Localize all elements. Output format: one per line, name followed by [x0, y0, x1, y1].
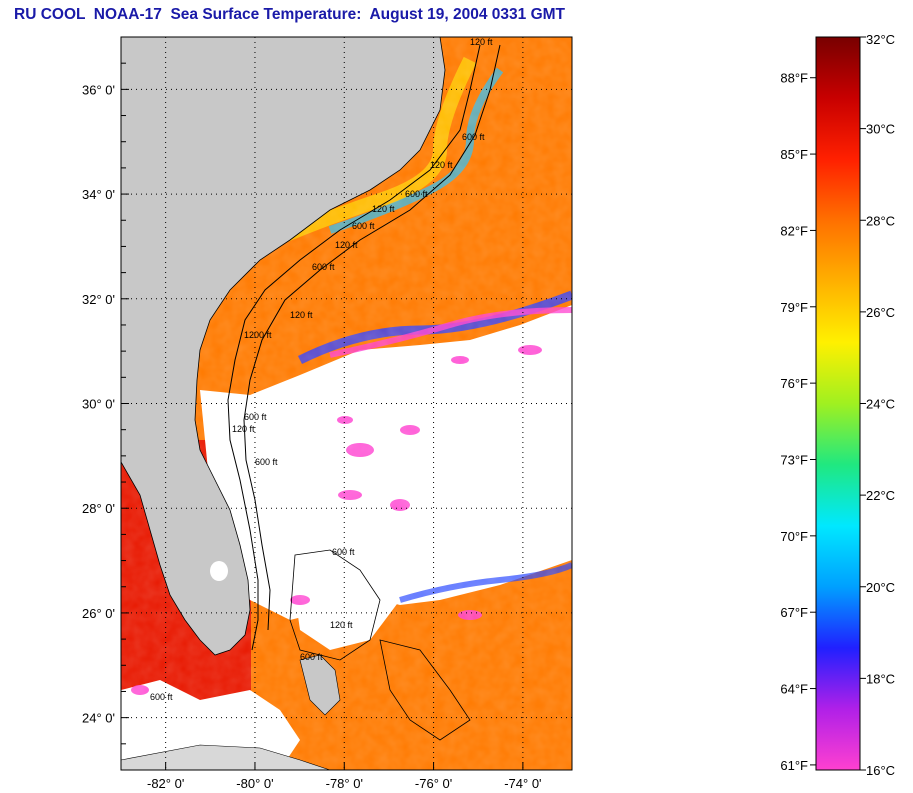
celsius-label: 26°C — [866, 305, 895, 320]
isobath-label: 1200 ft — [244, 330, 272, 340]
celsius-label: 18°C — [866, 671, 895, 686]
isobath-label: 600 ft — [352, 221, 375, 231]
longitude-axis: -82° 0' -80° 0' -78° 0' -76° 0' -74° 0' — [147, 762, 542, 791]
isobath-label: 120 ft — [430, 160, 453, 170]
isobath-labels: 120 ft 600 ft 120 ft 600 ft 120 ft 600 ft 120 … — [150, 37, 493, 702]
colorbar-celsius-labels: 32°C 30°C 28°C 26°C 24°C 22°C 20°C 18°C 16°C — [860, 32, 895, 778]
isobath-label: 600 ft — [244, 412, 267, 422]
isobath-label: 600 ft — [150, 692, 173, 702]
isobath-label: 120 ft — [330, 620, 353, 630]
celsius-label: 24°C — [866, 397, 895, 412]
lon-tick-label: -80° 0' — [236, 776, 273, 791]
fahrenheit-label: 67°F — [780, 605, 808, 620]
fahrenheit-label: 64°F — [780, 682, 808, 697]
isobath-label: 120 ft — [470, 37, 493, 47]
fahrenheit-label: 85°F — [780, 147, 808, 162]
celsius-label: 32°C — [866, 32, 895, 47]
fahrenheit-label: 79°F — [780, 300, 808, 315]
lat-tick-label: 30° 0' — [82, 397, 115, 412]
isobath-label: 600 ft — [405, 189, 428, 199]
fahrenheit-label: 61°F — [780, 758, 808, 773]
isobath-label: 600 ft — [332, 547, 355, 557]
celsius-label: 16°C — [866, 763, 895, 778]
fahrenheit-label: 82°F — [780, 223, 808, 238]
isobath-label: 600 ft — [312, 262, 335, 272]
isobath-label: 600 ft — [462, 132, 485, 142]
lat-tick-label: 32° 0' — [82, 292, 115, 307]
lon-tick-label: -78° 0' — [326, 776, 363, 791]
lat-tick-label: 24° 0' — [82, 711, 115, 726]
isobath-bahamas-2 — [379, 639, 471, 741]
isobath-120ft — [227, 44, 481, 651]
isobath-label: 120 ft — [335, 240, 358, 250]
isobath-label: 120 ft — [232, 424, 255, 434]
celsius-label: 20°C — [866, 580, 895, 595]
latitude-axis: 36° 0' 34° 0' 32° 0' 30° 0' 28° 0' 26° 0' 24° … — [82, 62, 129, 745]
land-us-southeast — [121, 37, 446, 656]
celsius-label: 28°C — [866, 213, 895, 228]
isobath-label: 120 ft — [290, 310, 313, 320]
fahrenheit-label: 70°F — [780, 529, 808, 544]
fahrenheit-label: 88°F — [780, 71, 808, 86]
map-title: RU COOL NOAA-17 Sea Surface Temperature:… — [14, 6, 565, 23]
isobath-600ft — [243, 44, 501, 631]
isobath-label: 600 ft — [300, 652, 323, 662]
lon-tick-label: -76° 0' — [415, 776, 452, 791]
lat-tick-label: 34° 0' — [82, 187, 115, 202]
temperature-colorbar — [815, 36, 861, 771]
celsius-label: 30°C — [866, 122, 895, 137]
lat-tick-label: 36° 0' — [82, 82, 115, 97]
lon-tick-label: -74° 0' — [504, 776, 541, 791]
lon-tick-label: -82° 0' — [147, 776, 184, 791]
celsius-label: 22°C — [866, 488, 895, 503]
isobath-label: 120 ft — [372, 204, 395, 214]
fahrenheit-label: 76°F — [780, 376, 808, 391]
isobath-bahamas — [289, 549, 381, 661]
land-cuba — [121, 744, 331, 770]
isobath-label: 600 ft — [255, 457, 278, 467]
lat-tick-label: 26° 0' — [82, 606, 115, 621]
lat-tick-label: 28° 0' — [82, 501, 115, 516]
graticule — [121, 37, 572, 770]
fahrenheit-label: 73°F — [780, 452, 808, 467]
lake-okeechobee — [210, 561, 228, 581]
colorbar-fahrenheit-labels: 88°F 85°F 82°F 79°F 76°F 73°F 70°F 67°F 64°F 61°F — [780, 71, 816, 773]
